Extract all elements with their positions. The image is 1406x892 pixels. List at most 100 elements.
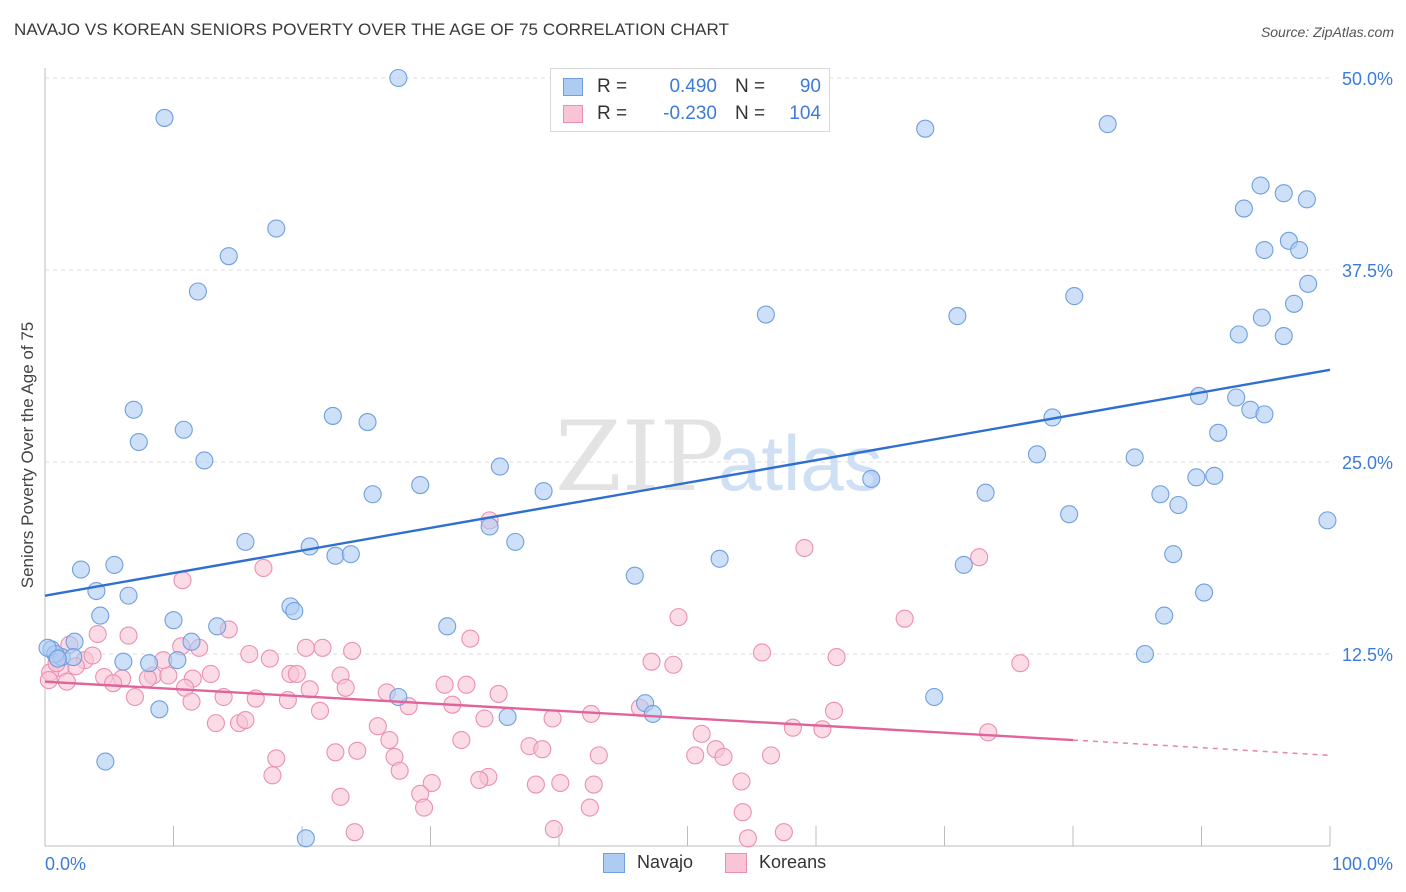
point-koreans [461, 629, 480, 648]
point-koreans [296, 638, 315, 657]
point-koreans [287, 664, 306, 684]
legend-swatch-koreans [725, 852, 748, 873]
trend-lines [44, 368, 1331, 757]
point-koreans [533, 740, 552, 759]
point-navajo [710, 549, 729, 568]
point-koreans [664, 655, 683, 674]
point-navajo [219, 247, 238, 266]
legend-swatch-koreans [563, 105, 583, 123]
point-koreans [795, 538, 814, 558]
point-navajo [164, 611, 183, 630]
point-navajo [48, 649, 67, 668]
point-koreans [686, 746, 705, 765]
point-koreans [584, 775, 603, 794]
chart-source: Source: ZipAtlas.com [1260, 24, 1394, 40]
point-koreans [470, 770, 489, 790]
point-navajo [296, 829, 315, 848]
point-koreans [173, 571, 192, 590]
point-navajo [389, 68, 408, 88]
y-axis-title: Seniors Poverty Over the Age of 75 [18, 322, 37, 588]
point-koreans [732, 772, 751, 791]
point-navajo [91, 606, 110, 625]
point-navajo [948, 307, 967, 326]
point-koreans [104, 674, 123, 693]
point-navajo [150, 700, 169, 719]
point-navajo [976, 483, 995, 502]
point-koreans [267, 749, 286, 768]
point-navajo [105, 555, 124, 574]
point-navajo [643, 704, 662, 723]
point-navajo [188, 282, 207, 301]
point-navajo [341, 545, 360, 564]
point-koreans [336, 678, 355, 697]
point-koreans [970, 548, 989, 567]
point-navajo [1318, 511, 1337, 530]
legend-row-koreans: R = -0.230 N = 104 [563, 101, 821, 127]
point-koreans [380, 730, 399, 750]
point-koreans [824, 701, 844, 720]
point-navajo [119, 586, 138, 605]
point-navajo [182, 632, 201, 651]
point-koreans [827, 648, 846, 667]
legend-r-value: -0.230 [663, 103, 717, 124]
point-navajo [236, 532, 255, 551]
point-koreans [714, 747, 733, 766]
legend-n-value: 104 [789, 103, 821, 124]
point-koreans [313, 638, 332, 657]
point-navajo [756, 305, 775, 324]
point-navajo [1125, 448, 1144, 467]
grid-lines [45, 77, 1330, 655]
point-navajo [1227, 388, 1246, 407]
point-koreans [475, 709, 494, 728]
point-navajo [1234, 199, 1253, 218]
point-navajo [155, 108, 174, 127]
point-navajo [208, 617, 227, 636]
point-navajo [411, 475, 430, 495]
tick-labels: 12.5% 25.0% 37.5% 50.0% 0.0% 100.0% Seniors Po… [18, 69, 1393, 874]
point-koreans [589, 746, 608, 765]
point-navajo [114, 652, 133, 671]
point-koreans [761, 746, 781, 765]
point-navajo [1299, 274, 1318, 293]
point-koreans [783, 718, 802, 737]
point-koreans [1011, 654, 1030, 673]
legend-n-value: 90 [799, 76, 821, 97]
legend-item-navajo[interactable]: Navajo [603, 852, 693, 873]
point-navajo [71, 560, 91, 579]
point-navajo [129, 432, 148, 452]
point-koreans [263, 766, 282, 785]
point-navajo [65, 632, 84, 651]
point-navajo [267, 219, 286, 238]
point-navajo [1251, 176, 1270, 195]
point-navajo [498, 707, 517, 727]
point-navajo [925, 687, 944, 707]
point-navajo [490, 457, 509, 476]
point-koreans [895, 609, 914, 628]
correlation-legend: R = 0.490 N = 90 R = -0.230 N = 104 [550, 68, 830, 132]
point-navajo [954, 555, 973, 574]
point-navajo [480, 517, 499, 536]
point-koreans [642, 652, 661, 671]
trendline-navajo [44, 368, 1331, 597]
point-navajo [285, 601, 304, 621]
point-koreans [345, 823, 364, 842]
point-navajo [96, 752, 115, 771]
y-tick-label: 50.0% [1342, 69, 1393, 89]
point-koreans [551, 773, 570, 793]
legend-item-koreans[interactable]: Koreans [725, 852, 826, 873]
point-navajo [1151, 485, 1170, 504]
point-navajo [1229, 325, 1248, 344]
x-tick-label-min: 0.0% [45, 854, 86, 874]
point-koreans [88, 624, 107, 644]
trendline-koreans-extension [1072, 739, 1331, 757]
y-tick-label: 37.5% [1342, 261, 1393, 281]
point-navajo [1205, 466, 1224, 485]
point-navajo [1135, 644, 1155, 664]
point-koreans [738, 829, 757, 848]
point-koreans [415, 798, 434, 817]
point-koreans [692, 724, 711, 743]
point-koreans [435, 675, 454, 694]
point-koreans [236, 710, 255, 730]
point-navajo [1098, 115, 1117, 134]
